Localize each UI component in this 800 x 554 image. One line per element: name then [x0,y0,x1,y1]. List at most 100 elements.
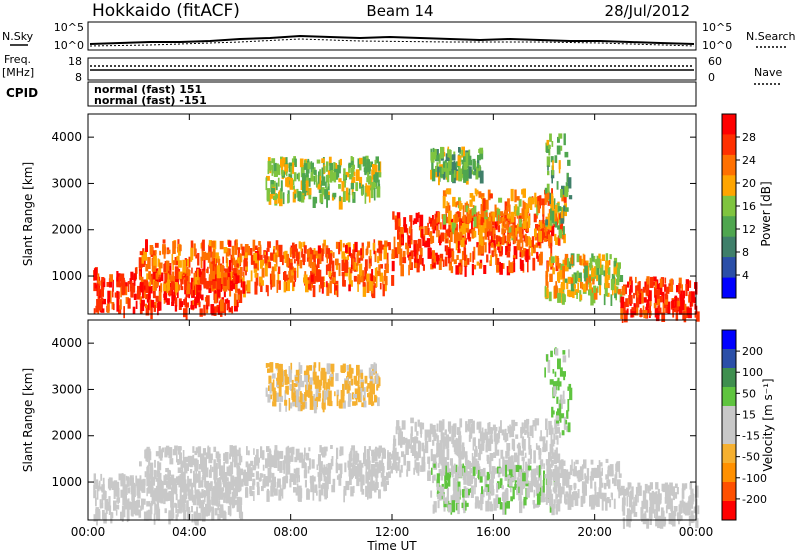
echo-cell [419,247,423,257]
echo-cell [109,477,113,489]
echo-cell [136,294,139,299]
echo-cell [590,499,595,510]
echo-cell [658,283,662,294]
echo-cell [479,170,484,184]
echo-cell [572,491,574,504]
echo-cell [103,512,107,524]
echo-cell [356,265,359,272]
echo-cell [291,158,296,165]
echo-cell [536,445,541,450]
echo-cell [481,486,484,495]
echo-cell [480,215,484,226]
echo-cell [165,468,169,473]
echo-cell [149,286,153,294]
echo-cell [689,494,692,508]
echo-cell [368,175,372,185]
echo-cell [679,290,683,303]
echo-cell [643,499,648,509]
colorbar-swatch [722,257,736,278]
echo-cell [562,371,566,377]
echo-cell [549,495,553,506]
echo-cell [686,307,690,316]
echo-cell [609,254,612,260]
echo-cell [278,402,282,412]
echo-cell [617,262,621,269]
echo-cell [157,461,160,472]
echo-cell [568,195,573,200]
echo-cell [283,251,287,256]
echo-cell [116,487,120,497]
echo-cell [488,439,490,444]
echo-cell [217,306,222,315]
echo-cell [361,402,364,408]
echo-cell [171,301,175,306]
echo-cell [504,435,507,443]
echo-cell [507,445,510,457]
echo-cell [554,464,558,470]
echo-cell [521,422,524,435]
echo-cell [155,281,159,287]
echo-cell [656,289,660,299]
echo-cell [432,439,435,446]
echo-cell [375,396,378,403]
echo-cell [304,271,307,276]
echo-cell [649,276,654,288]
echo-cell [292,473,297,485]
echo-cell [293,281,296,287]
echo-cell [608,260,611,266]
echo-cell [281,164,284,174]
echo-cell [431,160,434,171]
colorbar-tick-label: -200 [742,493,767,506]
echo-cell [393,435,396,446]
echo-cell [504,210,508,215]
echo-cell [465,421,468,433]
echo-cell [652,276,657,282]
echo-cell [487,438,492,452]
echo-cell [442,470,446,476]
echo-cell [104,498,109,510]
echo-cell [303,163,308,170]
echo-cell [224,485,228,499]
echo-cell [336,475,341,480]
echo-cell [268,261,272,269]
echo-cell [261,486,264,492]
echo-cell [655,508,659,522]
echo-cell [353,257,356,263]
echo-cell [325,382,329,390]
echo-cell [598,487,602,499]
echo-cell [293,189,297,194]
echo-cell [335,258,339,266]
echo-cell [590,471,594,481]
echo-cell [228,496,233,505]
echo-cell [265,363,268,368]
echo-cell [318,379,322,386]
echo-cell [101,484,105,493]
echo-cell [539,195,542,206]
echo-cell [482,489,485,498]
echo-cell [444,436,447,447]
echo-cell [183,490,187,496]
echo-cell [184,462,187,470]
echo-cell [631,502,633,515]
echo-cell [353,275,357,282]
echo-cell [489,465,492,474]
echo-cell [277,453,282,458]
echo-cell [340,390,345,403]
echo-cell [268,375,272,385]
echo-cell [517,455,520,468]
echo-cell [583,283,587,293]
echo-cell [171,254,174,264]
echo-cell [671,486,676,497]
echo-cell [321,249,324,262]
echo-cell [180,463,182,470]
echo-cell [164,273,168,283]
echo-cell [496,481,500,490]
echo-cell [120,277,125,285]
echo-cell [561,486,565,495]
echo-cell [299,158,304,168]
echo-cell [531,247,533,256]
echo-cell [561,293,565,305]
echo-cell [564,498,568,505]
echo-cell [452,437,455,448]
echo-cell [223,287,226,298]
